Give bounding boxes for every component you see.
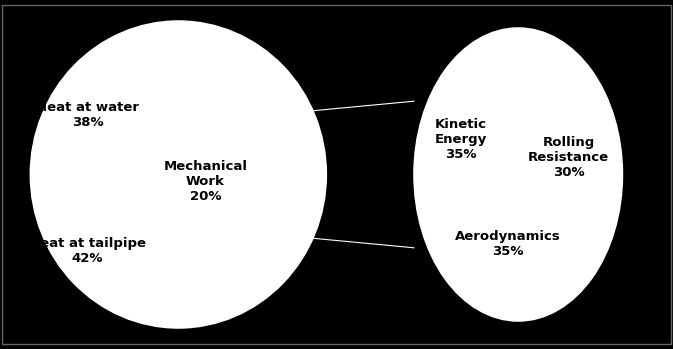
Ellipse shape: [30, 21, 326, 328]
Text: Rolling
Resistance
30%: Rolling Resistance 30%: [528, 135, 609, 179]
Ellipse shape: [414, 28, 623, 321]
Text: Heat at tailpipe
42%: Heat at tailpipe 42%: [29, 237, 146, 265]
Text: Heat at water
38%: Heat at water 38%: [36, 101, 139, 129]
Text: Kinetic
Energy
35%: Kinetic Energy 35%: [435, 118, 487, 161]
Text: Aerodynamics
35%: Aerodynamics 35%: [455, 230, 561, 258]
Text: Mechanical
Work
20%: Mechanical Work 20%: [164, 160, 247, 203]
